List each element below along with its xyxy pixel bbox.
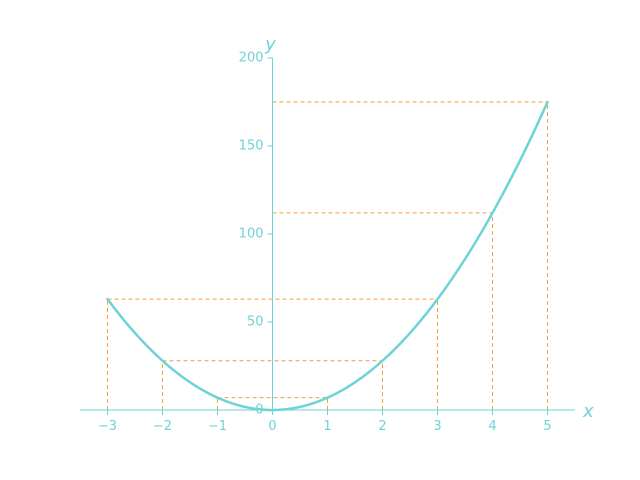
axes: x y	[80, 34, 594, 422]
x-tick-label: 2	[378, 419, 386, 434]
x-tick-label: 0	[268, 419, 276, 434]
x-tick-label: 4	[488, 419, 496, 434]
parabola-curve	[106, 100, 549, 412]
x-tick-label: −1	[208, 419, 227, 434]
x-tick-label: −2	[153, 419, 172, 434]
x-tick-label: 3	[433, 419, 441, 434]
y-axis-label: y	[264, 34, 276, 55]
y-tick-label: 150	[239, 139, 264, 154]
y-tick-label: 50	[247, 315, 264, 330]
curve-layer	[106, 100, 549, 412]
y-tick-label: 100	[239, 227, 264, 242]
x-tick-label: −3	[98, 419, 117, 434]
guide-lines	[107, 101, 548, 410]
x-tick-label: 1	[323, 419, 331, 434]
x-tick-label: 5	[543, 419, 551, 434]
y-tick-label: 200	[239, 51, 264, 66]
x-axis-label: x	[582, 401, 594, 422]
